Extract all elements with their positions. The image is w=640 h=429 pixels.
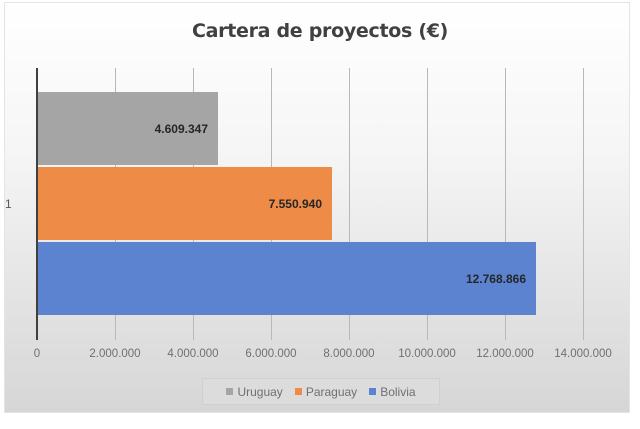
legend-item-paraguay[interactable]: Paraguay <box>294 384 358 399</box>
x-tick-label: 0 <box>33 348 41 360</box>
y-category-label: 1 <box>5 197 12 211</box>
x-tick-label: 8.000.000 <box>323 348 375 360</box>
data-label-paraguay: 7.550.940 <box>268 196 322 211</box>
x-tick-label: 4.000.000 <box>167 348 219 360</box>
legend-label: Bolivia <box>380 384 416 399</box>
legend-label: Paraguay <box>305 384 358 399</box>
gridline <box>505 68 506 340</box>
y-axis-line <box>36 68 38 340</box>
x-tick-label: 12.000.000 <box>476 348 534 360</box>
bar-paraguay[interactable]: 7.550.940 <box>38 167 332 240</box>
x-tick-label: 10.000.000 <box>398 348 456 360</box>
legend-item-bolivia[interactable]: Bolivia <box>369 384 416 399</box>
x-tick-label: 14.000.000 <box>554 348 612 360</box>
x-tick-label: 6.000.000 <box>245 348 297 360</box>
legend-swatch-icon <box>369 388 377 395</box>
legend-label: Uruguay <box>237 384 283 399</box>
bar-bolivia[interactable]: 12.768.866 <box>38 242 536 315</box>
gridline <box>349 68 350 340</box>
chart-title: Cartera de proyectos (€) <box>191 20 449 42</box>
legend-item-uruguay[interactable]: Uruguay <box>226 384 283 399</box>
legend-swatch-icon <box>226 388 234 395</box>
data-label-bolivia: 12.768.866 <box>465 271 526 286</box>
x-tick-label: 2.000.000 <box>89 348 141 360</box>
data-label-uruguay: 4.609.347 <box>154 121 208 136</box>
bar-uruguay[interactable]: 4.609.347 <box>38 92 218 165</box>
legend: Uruguay Paraguay Bolivia <box>202 378 440 405</box>
gridline <box>583 68 584 340</box>
legend-swatch-icon <box>294 388 302 395</box>
gridline <box>427 68 428 340</box>
